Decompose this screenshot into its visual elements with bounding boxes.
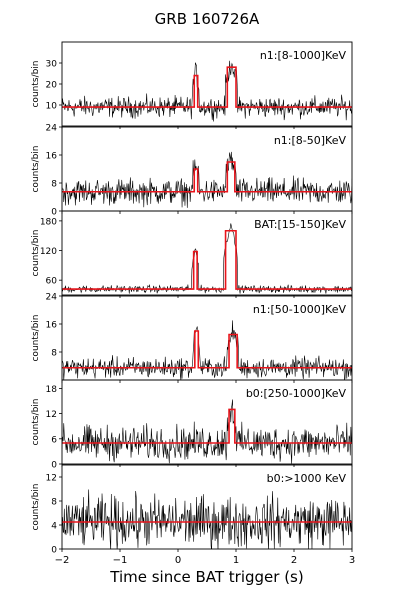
y-axis-label: counts/bin [31, 60, 41, 107]
panel-6: 0 4 8 12 counts/bin b0:>1000 KeV [31, 464, 353, 556]
y-tick-label: 10 [46, 102, 58, 112]
panel-2: 0 8 16 24 counts/bin n1:[8-50]KeV [31, 124, 353, 218]
panel-frame [61, 379, 353, 465]
panel-label: n1:[8-1000]KeV [260, 49, 347, 62]
figure-title: GRB 160726A [155, 10, 260, 28]
panel-frame [61, 464, 353, 550]
y-tick-label: 24 [46, 124, 58, 134]
x-tick-label: −2 [55, 555, 70, 566]
y-tick-label: 16 [46, 321, 58, 331]
x-axis-label: Time since BAT trigger (s) [109, 568, 303, 586]
light-curve [62, 151, 352, 208]
y-tick-label: 12 [46, 410, 57, 420]
y-tick-label: 18 [46, 385, 58, 395]
light-curve [62, 489, 352, 549]
x-tick-label: 2 [291, 555, 297, 566]
x-tick-label: 3 [349, 555, 355, 566]
model-fit [62, 161, 352, 193]
panel-label: b0:>1000 KeV [267, 472, 347, 485]
y-tick-label: 120 [40, 247, 57, 257]
light-curve [62, 60, 352, 122]
y-axis-label: counts/bin [31, 145, 41, 192]
y-tick-label: 6 [51, 435, 57, 445]
y-tick-label: 20 [46, 81, 58, 91]
model-fit [62, 330, 352, 369]
y-tick-label: 30 [46, 60, 58, 70]
y-tick-label: 12 [46, 474, 57, 484]
light-curve [62, 223, 352, 294]
y-tick-label: 8 [51, 180, 57, 190]
y-axis-label: counts/bin [31, 483, 41, 530]
y-tick-label: 0 [51, 461, 57, 471]
panels: 10 20 30 counts/bin n1:[8-1000]KeV 0 8 16 24 coun… [31, 41, 353, 556]
y-tick-label: 8 [51, 498, 57, 508]
model-fit [62, 66, 352, 108]
panel-1: 10 20 30 counts/bin n1:[8-1000]KeV [31, 41, 353, 129]
panel-4: 8 16 24 counts/bin n1:[50-1000]KeV [31, 293, 353, 383]
model-fit [62, 229, 352, 290]
y-tick-label: 8 [51, 349, 57, 359]
light-curve [62, 320, 352, 380]
y-tick-label: 24 [46, 293, 58, 303]
panel-frame [61, 210, 353, 296]
model-fit [62, 408, 352, 444]
y-axis-label: counts/bin [31, 314, 41, 361]
y-tick-label: 16 [46, 152, 58, 162]
panel-label: n1:[8-50]KeV [274, 134, 347, 147]
light-curve [62, 399, 352, 464]
panel-label: n1:[50-1000]KeV [253, 303, 347, 316]
panel-label: b0:[250-1000]KeV [246, 387, 347, 400]
y-tick-label: 180 [40, 217, 57, 227]
x-tick-label: −1 [113, 555, 128, 566]
panel-label: BAT:[15-150]KeV [254, 218, 346, 231]
y-tick-label: 60 [46, 277, 58, 287]
panel-3: 60 120 180 counts/bin BAT:[15-150]KeV [31, 210, 353, 298]
y-axis-label: counts/bin [31, 229, 41, 276]
x-axis: −2 −1 0 1 2 3 [55, 555, 356, 566]
x-tick-label: 0 [175, 555, 181, 566]
y-axis-label: counts/bin [31, 398, 41, 445]
y-tick-label: 0 [51, 208, 57, 218]
panel-5: 0 6 12 18 counts/bin b0:[250-1000]KeV [31, 379, 353, 471]
y-tick-label: 4 [51, 522, 57, 532]
x-tick-label: 1 [233, 555, 239, 566]
y-tick-label: 0 [51, 546, 57, 556]
